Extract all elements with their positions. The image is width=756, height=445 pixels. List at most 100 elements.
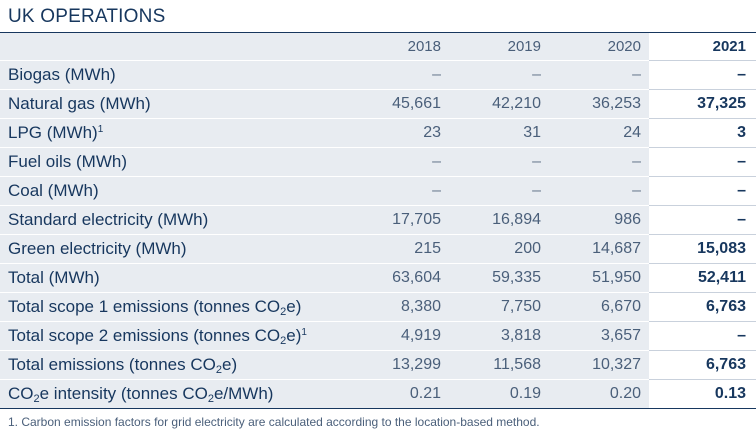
value-2020: 986 xyxy=(549,205,649,235)
value-2020: 36,253 xyxy=(549,89,649,119)
value-2019: 3,818 xyxy=(449,321,549,351)
value-2019: 11,568 xyxy=(449,350,549,380)
value-2019: – xyxy=(449,60,549,90)
row-label: Standard electricity (MWh) xyxy=(0,205,340,235)
row-label: Total emissions (tonnes CO2e) xyxy=(0,350,340,380)
row-label: Coal (MWh) xyxy=(0,176,340,206)
table-title: UK OPERATIONS xyxy=(8,6,166,27)
row-label-text: CO xyxy=(8,384,34,403)
table-row: Total scope 2 emissions (tonnes CO2e)1 4… xyxy=(0,321,756,351)
value-2018: 0.21 xyxy=(340,379,449,409)
row-label: LPG (MWh)1 xyxy=(0,118,340,148)
header-year-2019: 2019 xyxy=(449,33,549,61)
value-2021: – xyxy=(649,147,756,177)
value-2020: – xyxy=(549,60,649,90)
value-2018: 4,919 xyxy=(340,321,449,351)
footnote: 1. Carbon emission factors for grid elec… xyxy=(8,415,540,429)
value-2018: 23 xyxy=(340,118,449,148)
value-2018: 8,380 xyxy=(340,292,449,322)
row-label: Total scope 1 emissions (tonnes CO2e) xyxy=(0,292,340,322)
value-2020: – xyxy=(549,176,649,206)
value-2018: 215 xyxy=(340,234,449,264)
value-2021: 15,083 xyxy=(649,234,756,264)
subscript: 2 xyxy=(280,335,287,347)
value-2021: 37,325 xyxy=(649,89,756,119)
row-label-text: e) xyxy=(222,355,238,374)
row-label: CO2e intensity (tonnes CO2e/MWh) xyxy=(0,379,340,409)
row-label-text: Total emissions (tonnes CO xyxy=(8,355,216,374)
row-label: Total scope 2 emissions (tonnes CO2e)1 xyxy=(0,321,340,351)
table-row: Total scope 1 emissions (tonnes CO2e) 8,… xyxy=(0,292,756,322)
value-2021: 52,411 xyxy=(649,263,756,293)
subscript: 2 xyxy=(207,393,214,405)
footnote-marker: 1 xyxy=(97,124,104,135)
value-2021: 6,763 xyxy=(649,350,756,380)
value-2021: – xyxy=(649,176,756,206)
value-2020: 0.20 xyxy=(549,379,649,409)
value-2020: 51,950 xyxy=(549,263,649,293)
row-label: Fuel oils (MWh) xyxy=(0,147,340,177)
value-2021: – xyxy=(649,60,756,90)
row-label-text: LPG (MWh) xyxy=(8,123,98,142)
value-2019: 7,750 xyxy=(449,292,549,322)
table-row: Natural gas (MWh) 45,661 42,210 36,253 3… xyxy=(0,89,756,119)
value-2021: 0.13 xyxy=(649,379,756,409)
title-divider xyxy=(0,32,756,33)
row-label-text: e/MWh) xyxy=(213,384,274,403)
table-row: LPG (MWh)1 23 31 24 3 xyxy=(0,118,756,148)
value-2018: 63,604 xyxy=(340,263,449,293)
header-year-2020: 2020 xyxy=(549,33,649,61)
value-2020: 24 xyxy=(549,118,649,148)
value-2020: 14,687 xyxy=(549,234,649,264)
value-2018: 45,661 xyxy=(340,89,449,119)
value-2021: 6,763 xyxy=(649,292,756,322)
value-2019: 200 xyxy=(449,234,549,264)
value-2020: – xyxy=(549,147,649,177)
row-label-text: Total scope 1 emissions (tonnes CO xyxy=(8,297,281,316)
value-2020: 6,670 xyxy=(549,292,649,322)
value-2021: 3 xyxy=(649,118,756,148)
energy-emissions-table: 2018 2019 2020 2021 Biogas (MWh) – – – –… xyxy=(0,33,756,409)
header-year-2021: 2021 xyxy=(649,33,756,61)
row-label: Natural gas (MWh) xyxy=(0,89,340,119)
row-label: Biogas (MWh) xyxy=(0,60,340,90)
table-bottom-divider xyxy=(0,408,756,409)
value-2019: 0.19 xyxy=(449,379,549,409)
value-2020: 3,657 xyxy=(549,321,649,351)
value-2019: 16,894 xyxy=(449,205,549,235)
table-row: Fuel oils (MWh) – – – – xyxy=(0,147,756,177)
value-2019: – xyxy=(449,147,549,177)
table-row: Total emissions (tonnes CO2e) 13,299 11,… xyxy=(0,350,756,380)
value-2018: – xyxy=(340,60,449,90)
header-label-cell xyxy=(0,33,340,61)
value-2019: 59,335 xyxy=(449,263,549,293)
table-row: Total (MWh) 63,604 59,335 51,950 52,411 xyxy=(0,263,756,293)
row-label: Green electricity (MWh) xyxy=(0,234,340,264)
value-2018: – xyxy=(340,147,449,177)
header-year-2018: 2018 xyxy=(340,33,449,61)
subscript: 2 xyxy=(280,306,287,318)
header-row: 2018 2019 2020 2021 xyxy=(0,33,756,61)
row-label-text: e intensity (tonnes CO xyxy=(39,384,208,403)
subscript: 2 xyxy=(215,364,222,376)
value-2021: – xyxy=(649,321,756,351)
value-2018: 13,299 xyxy=(340,350,449,380)
value-2019: 31 xyxy=(449,118,549,148)
value-2020: 10,327 xyxy=(549,350,649,380)
table-row: Green electricity (MWh) 215 200 14,687 1… xyxy=(0,234,756,264)
value-2019: 42,210 xyxy=(449,89,549,119)
table-row: Standard electricity (MWh) 17,705 16,894… xyxy=(0,205,756,235)
table-row: Biogas (MWh) – – – – xyxy=(0,60,756,90)
subscript: 2 xyxy=(33,393,40,405)
row-label: Total (MWh) xyxy=(0,263,340,293)
row-label-text: Total scope 2 emissions (tonnes CO xyxy=(8,326,281,345)
value-2018: – xyxy=(340,176,449,206)
row-label-text: e) xyxy=(286,326,302,345)
row-label-text: e) xyxy=(286,297,302,316)
table-row: CO2e intensity (tonnes CO2e/MWh) 0.21 0.… xyxy=(0,379,756,409)
value-2018: 17,705 xyxy=(340,205,449,235)
table-row: Coal (MWh) – – – – xyxy=(0,176,756,206)
value-2021: – xyxy=(649,205,756,235)
value-2019: – xyxy=(449,176,549,206)
